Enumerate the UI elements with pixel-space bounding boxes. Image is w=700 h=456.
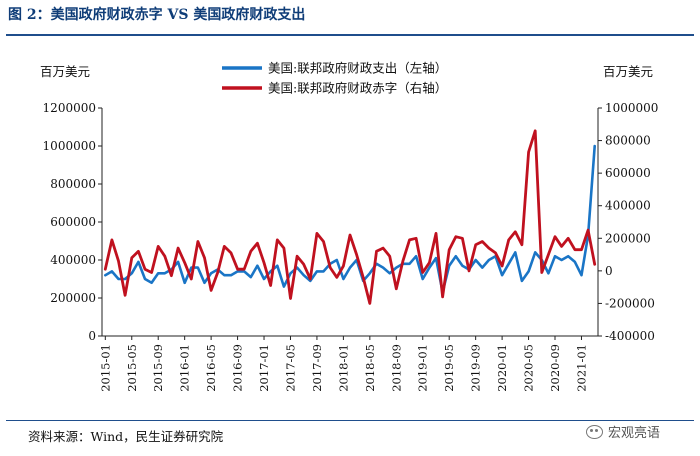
x-tick-label: 2018-01 — [336, 344, 350, 392]
axes: 0 200000 400000 600000 800000 1000000 1200000 -… — [43, 101, 659, 392]
y-left-tick-label: 600000 — [50, 215, 96, 229]
y-left-tick-label: 0 — [88, 329, 96, 343]
source-note: 资料来源：Wind，民生证券研究院 — [28, 429, 224, 444]
left-axis-unit: 百万美元 — [40, 64, 90, 79]
deficit-line — [103, 129, 597, 305]
y-right-tick-label: -400000 — [605, 329, 655, 343]
x-tick-label: 2019-01 — [416, 344, 430, 392]
spending-line — [104, 144, 597, 294]
x-tick-label: 2017-09 — [310, 344, 324, 392]
watermark: 宏观亮语 — [586, 422, 660, 441]
x-tick-label: 2020-01 — [495, 344, 509, 392]
x-tick-label: 2020-05 — [522, 344, 536, 392]
series-lines — [103, 129, 597, 305]
watermark-text: 宏观亮语 — [608, 426, 661, 441]
footer-divider — [6, 420, 694, 421]
y-right-tick-label: 800000 — [605, 134, 651, 148]
y-left-tick-label: 800000 — [50, 177, 96, 191]
wechat-icon — [586, 424, 603, 439]
x-tick-label: 2017-01 — [257, 344, 271, 392]
x-tick-label: 2020-09 — [548, 344, 562, 392]
y-right-tick-label: 0 — [605, 264, 613, 278]
legend-label: 美国:联邦政府财政支出（左轴） — [268, 61, 447, 76]
x-tick-label: 2018-05 — [363, 344, 377, 392]
legend-label: 美国:联邦政府财政赤字（右轴） — [268, 81, 447, 96]
y-right-tick-label: 600000 — [605, 166, 651, 180]
figure-title: 图 2：美国政府财政赤字 VS 美国政府财政支出 — [8, 7, 306, 23]
x-tick-label: 2017-05 — [283, 344, 297, 392]
x-tick-label: 2019-09 — [469, 344, 483, 392]
x-tick-label: 2015-09 — [151, 344, 165, 392]
x-tick-label: 2018-09 — [389, 344, 403, 392]
y-left-tick-label: 1200000 — [43, 101, 96, 115]
right-axis-unit: 百万美元 — [603, 64, 653, 79]
chart: 百万美元 百万美元 0 200000 400000 600000 800000 10000… — [40, 61, 659, 392]
x-tick-label: 2016-09 — [231, 344, 245, 392]
x-tick-label: 2015-01 — [98, 344, 112, 392]
legend: 美国:联邦政府财政支出（左轴） 美国:联邦政府财政赤字（右轴） — [222, 61, 447, 96]
y-left-tick-label: 200000 — [50, 291, 96, 305]
y-right-tick-label: 200000 — [605, 231, 651, 245]
x-tick-label: 2021-01 — [574, 344, 588, 392]
title-divider — [6, 34, 694, 36]
x-tick-label: 2019-05 — [442, 344, 456, 392]
y-left-tick-label: 400000 — [50, 253, 96, 267]
x-tick-label: 2016-05 — [204, 344, 218, 392]
y-right-tick-label: 400000 — [605, 199, 651, 213]
x-tick-label: 2015-05 — [125, 344, 139, 392]
x-tick-label: 2016-01 — [178, 344, 192, 392]
y-left-tick-label: 1000000 — [43, 139, 96, 153]
y-right-tick-label: -200000 — [605, 296, 655, 310]
y-right-tick-label: 1000000 — [605, 101, 658, 115]
